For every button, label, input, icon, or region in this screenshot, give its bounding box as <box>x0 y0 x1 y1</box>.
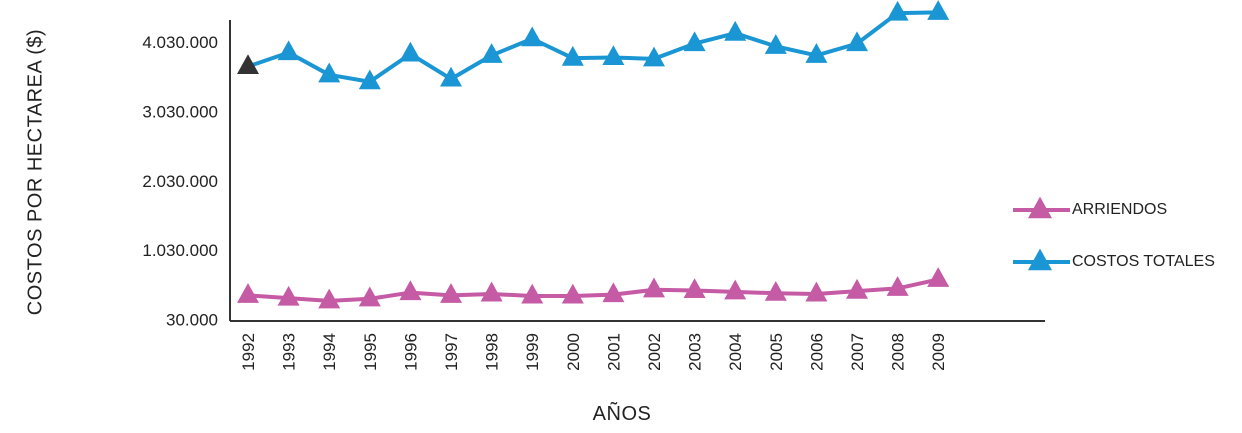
data-point-marker <box>724 20 747 41</box>
data-point-marker <box>683 278 706 299</box>
data-point-marker <box>764 34 787 54</box>
data-point-marker <box>237 54 259 75</box>
data-point-marker <box>399 280 422 301</box>
x-tick-label: 1997 <box>442 333 461 371</box>
data-point-marker <box>805 281 828 302</box>
x-tick-label: 1996 <box>401 333 420 371</box>
legend-label: COSTOS TOTALES <box>1072 253 1215 270</box>
y-axis-title: COSTOS POR HECTAREA ($) <box>24 29 46 315</box>
data-point-marker <box>602 45 625 66</box>
data-point-marker <box>846 31 868 52</box>
x-tick-label: 2005 <box>767 333 786 371</box>
y-tick-label: 1.030.000 <box>142 241 218 260</box>
x-axis-title: AÑOS <box>593 401 652 425</box>
data-point-marker <box>358 286 381 307</box>
y-tick-label: 2.030.000 <box>142 172 218 191</box>
y-tick-label: 30.000 <box>166 310 218 329</box>
data-point-marker <box>602 282 625 303</box>
x-tick-label: 1993 <box>280 333 299 371</box>
data-point-marker <box>643 46 665 67</box>
data-point-marker <box>683 31 706 52</box>
data-point-marker <box>399 41 422 62</box>
data-point-marker <box>277 40 300 61</box>
data-point-marker <box>318 288 341 309</box>
data-point-marker <box>521 26 544 47</box>
data-point-marker <box>805 43 828 63</box>
x-tick-label: 2004 <box>726 333 745 371</box>
plot-area: 30.000 1.030.000 2.030.000 3.030.000 4.030.0… <box>142 0 1045 371</box>
x-tick-label: 2003 <box>686 333 705 371</box>
data-point-marker <box>521 283 544 304</box>
x-tick-label: 2009 <box>929 333 948 371</box>
data-point-marker <box>440 283 462 303</box>
y-tick-label: 3.030.000 <box>142 102 218 121</box>
x-tick-label: 2008 <box>889 333 908 371</box>
data-point-marker <box>480 43 503 63</box>
x-tick-label: 2007 <box>848 333 867 371</box>
legend-label: ARRIENDOS <box>1072 201 1167 218</box>
legend: ARRIENDOS COSTOS TOTALES <box>1013 196 1215 271</box>
data-point-marker <box>277 285 300 306</box>
data-point-marker <box>561 283 584 304</box>
data-point-marker <box>643 277 665 298</box>
y-tick-label: 4.030.000 <box>142 33 218 52</box>
x-tick-label: 1998 <box>483 333 502 371</box>
data-point-marker <box>886 276 909 296</box>
legend-marker <box>1028 196 1052 219</box>
x-tick-label: 2006 <box>807 333 826 371</box>
data-point-marker <box>480 281 503 302</box>
data-point-marker <box>927 267 950 287</box>
data-point-marker <box>237 283 259 303</box>
x-tick-label: 1994 <box>320 333 339 371</box>
data-point-marker <box>561 45 584 66</box>
data-point-marker <box>886 0 909 21</box>
data-point-marker <box>440 66 462 87</box>
y-axis-title-group: COSTOS POR HECTAREA ($) <box>24 29 46 315</box>
series-line <box>247 277 939 303</box>
data-point-marker <box>318 62 341 83</box>
legend-marker <box>1028 248 1052 271</box>
series-line <box>247 10 939 84</box>
x-tick-label: 2002 <box>645 333 664 371</box>
x-tick-label: 2000 <box>564 333 583 371</box>
x-tick-label: 2001 <box>604 333 623 371</box>
x-tick-label: 1995 <box>361 333 380 371</box>
data-point-marker <box>358 69 381 90</box>
data-point-marker <box>927 0 950 20</box>
data-point-marker <box>724 279 747 300</box>
x-tick-label: 1999 <box>523 333 542 371</box>
x-tick-label: 1992 <box>239 333 258 371</box>
data-point-marker <box>764 280 787 301</box>
data-point-marker <box>846 278 868 299</box>
